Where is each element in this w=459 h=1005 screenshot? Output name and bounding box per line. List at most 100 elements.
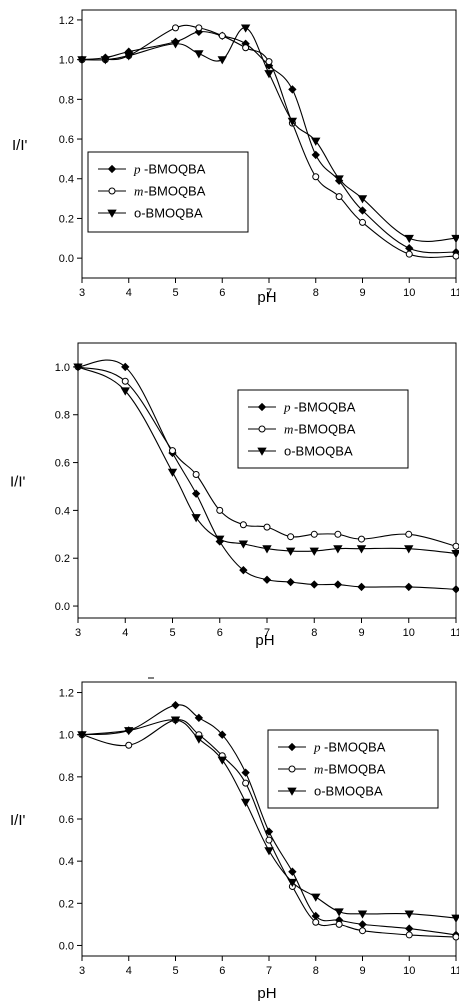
x-tick-label: 11 bbox=[450, 965, 459, 977]
data-point-diamond bbox=[358, 206, 367, 215]
data-point-circle bbox=[312, 918, 320, 926]
data-point-triangle bbox=[100, 56, 111, 65]
y-tick-label: 0.4 bbox=[59, 174, 74, 186]
data-point-diamond bbox=[218, 730, 227, 739]
y-tick-label: 1.0 bbox=[59, 730, 74, 742]
legend-label: o-BMOQBA bbox=[314, 784, 383, 799]
data-point-diamond bbox=[357, 582, 366, 592]
legend-marker-triangle bbox=[107, 209, 117, 218]
data-point-triangle bbox=[311, 137, 321, 146]
y-axis-title: I/I' bbox=[10, 812, 26, 829]
data-point-triangle bbox=[356, 545, 367, 554]
data-point-diamond bbox=[288, 867, 297, 876]
data-point-triangle bbox=[287, 117, 298, 126]
data-point-diamond bbox=[194, 27, 204, 37]
data-point-triangle bbox=[357, 195, 368, 204]
data-point-diamond bbox=[358, 920, 367, 929]
data-point-diamond bbox=[241, 768, 250, 777]
plot-frame bbox=[81, 681, 457, 957]
data-point-triangle bbox=[264, 70, 274, 79]
data-point-diamond bbox=[405, 924, 414, 933]
series-3 bbox=[77, 716, 459, 923]
data-point-triangle bbox=[287, 878, 298, 888]
data-point-triangle bbox=[77, 731, 87, 740]
legend-prefix: m bbox=[314, 762, 323, 777]
data-point-circle bbox=[169, 447, 176, 455]
data-point-circle bbox=[310, 530, 318, 538]
data-point-diamond bbox=[239, 566, 248, 575]
y-tick-label: 0.4 bbox=[55, 505, 70, 517]
data-point-diamond bbox=[171, 701, 180, 710]
data-point-triangle bbox=[217, 56, 227, 65]
x-tick-label: 3 bbox=[75, 627, 81, 639]
data-point-triangle bbox=[357, 910, 368, 919]
data-point-triangle bbox=[120, 387, 130, 396]
legend-label: o-BMOQBA bbox=[284, 444, 353, 459]
x-tick-label: 4 bbox=[122, 627, 128, 639]
data-point-triangle bbox=[262, 545, 272, 554]
chart-panel-2: 3 4 5 6 7 8 9 10 11 0.0 0.2 0.4 0.6 0.8 1.0 pH I/I' p -BMO… bbox=[10, 342, 459, 649]
legend-label: -BMOQBA bbox=[294, 422, 356, 437]
legend-label: -BMOQBA bbox=[144, 162, 206, 177]
data-point-triangle bbox=[170, 40, 181, 49]
legend-label: -BMOQBA bbox=[294, 400, 356, 415]
x-tick-label: 4 bbox=[126, 287, 132, 299]
series-line bbox=[81, 24, 457, 258]
data-point-triangle bbox=[451, 914, 459, 923]
legend-marker-diamond bbox=[257, 402, 267, 412]
series-line bbox=[81, 31, 457, 254]
data-point-triangle bbox=[333, 545, 343, 554]
x-tick-label: 6 bbox=[217, 627, 223, 639]
x-tick-label: 11 bbox=[450, 287, 459, 299]
data-point-triangle bbox=[77, 56, 87, 65]
data-point-circle bbox=[452, 252, 459, 260]
data-point-circle bbox=[239, 521, 247, 529]
legend-marker-triangle bbox=[287, 787, 297, 796]
y-tick-label: 0.8 bbox=[59, 94, 74, 106]
y-tick-label: 1.2 bbox=[59, 688, 74, 700]
legend-prefix: m bbox=[284, 422, 293, 437]
y-tick-label: 0.8 bbox=[59, 772, 74, 784]
data-point-diamond bbox=[310, 580, 319, 589]
data-point-triangle bbox=[238, 540, 249, 549]
data-point-circle bbox=[405, 530, 413, 538]
data-point-triangle bbox=[124, 52, 134, 61]
data-point-diamond bbox=[121, 362, 130, 372]
series-3 bbox=[77, 24, 459, 244]
data-point-circle bbox=[287, 533, 295, 541]
data-point-circle bbox=[359, 218, 366, 226]
x-tick-label: 10 bbox=[403, 627, 415, 639]
x-tick-label: 8 bbox=[313, 287, 319, 299]
data-point-circle bbox=[263, 523, 271, 531]
x-axis-title: pH bbox=[255, 632, 274, 649]
x-tick-label: 9 bbox=[359, 287, 365, 299]
data-point-circle bbox=[195, 24, 203, 32]
y-tick-label: 1.0 bbox=[59, 55, 74, 67]
legend-label: o-BMOQBA bbox=[134, 206, 203, 221]
data-point-triangle bbox=[194, 50, 204, 59]
y-tick-label: 0.6 bbox=[59, 814, 74, 826]
x-tick-label: 3 bbox=[79, 287, 85, 299]
data-point-triangle bbox=[240, 24, 251, 33]
data-point-circle bbox=[335, 193, 343, 201]
data-point-circle bbox=[218, 32, 226, 40]
data-point-circle bbox=[216, 506, 224, 514]
y-tick-label: 0.4 bbox=[59, 856, 74, 868]
data-point-circle bbox=[242, 779, 250, 787]
data-point-triangle bbox=[167, 468, 178, 477]
data-point-diamond bbox=[286, 577, 295, 587]
data-point-triangle bbox=[264, 847, 274, 856]
x-tick-label: 7 bbox=[266, 965, 272, 977]
data-point-circle bbox=[312, 173, 320, 181]
data-point-circle bbox=[452, 933, 459, 941]
data-point-triangle bbox=[240, 798, 251, 807]
data-point-triangle bbox=[404, 234, 414, 244]
data-point-diamond bbox=[262, 575, 272, 584]
legend-label: -BMOQBA bbox=[144, 184, 206, 199]
x-tick-label: 11 bbox=[450, 627, 459, 639]
y-axis-title: I/I' bbox=[12, 137, 28, 154]
legend-marker-circle bbox=[288, 765, 296, 773]
